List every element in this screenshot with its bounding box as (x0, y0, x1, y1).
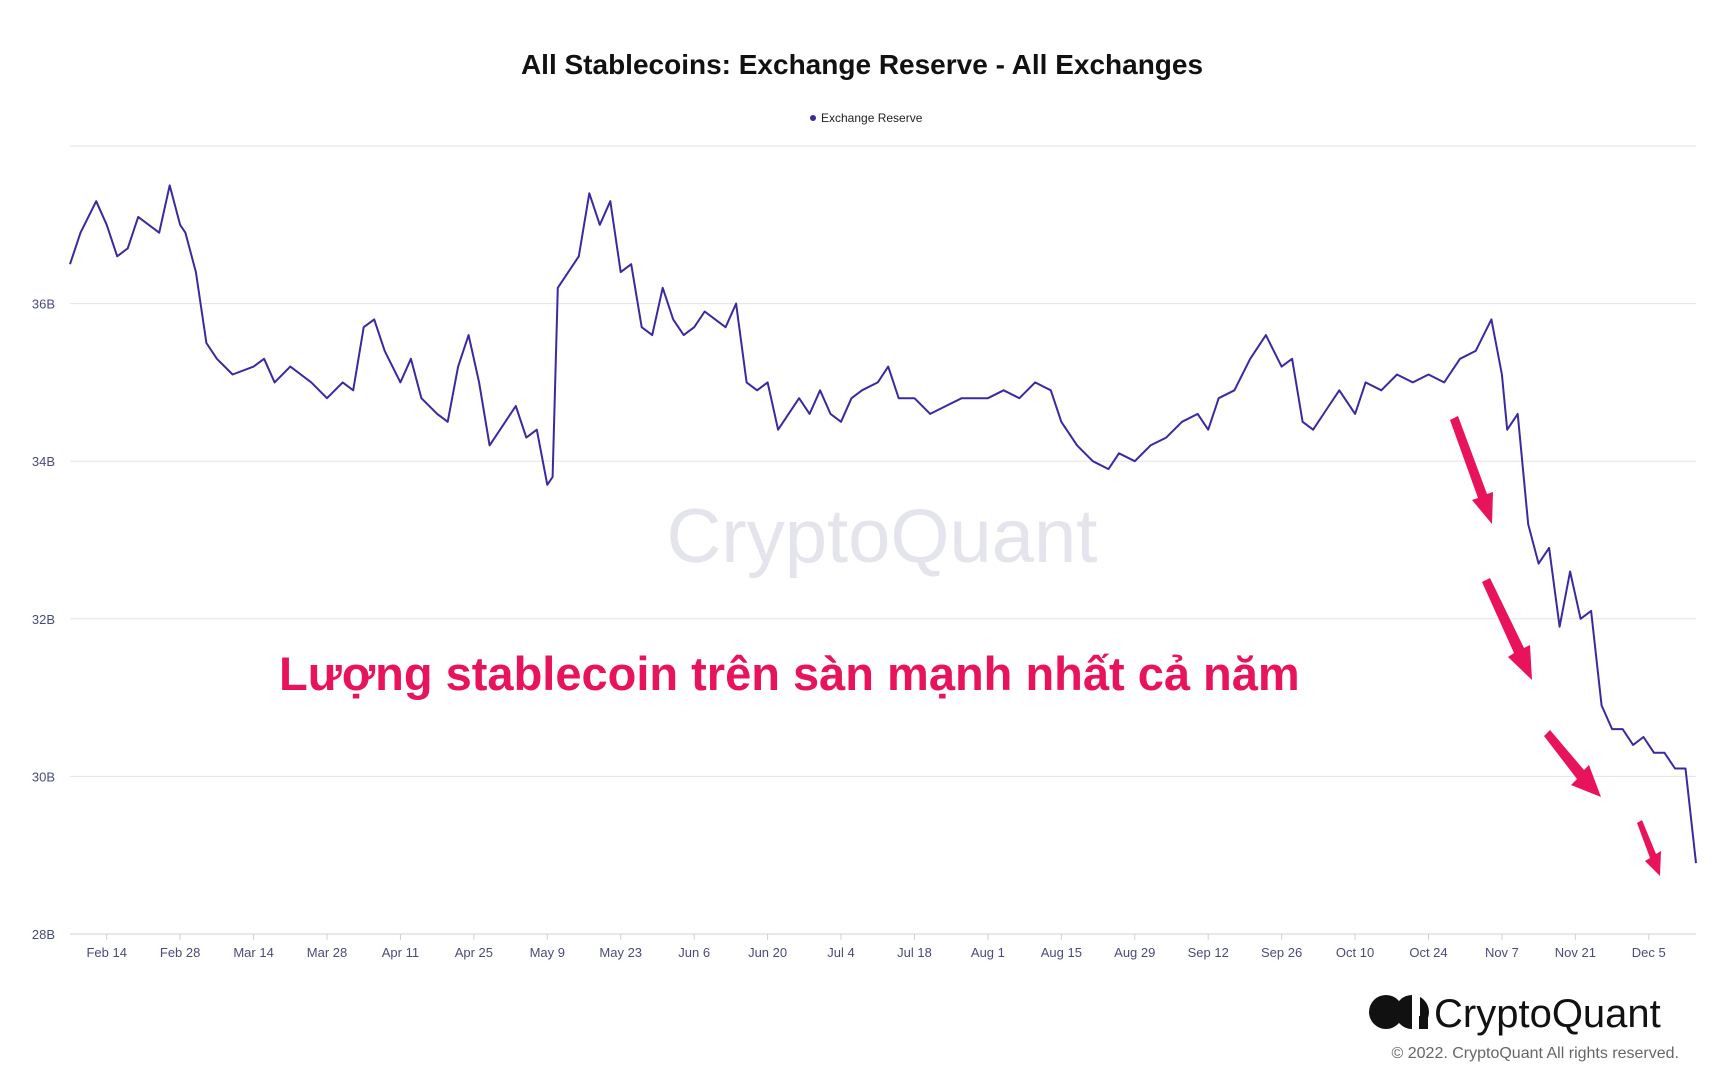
gridlines (70, 145, 1696, 935)
chart-title: All Stablecoins: Exchange Reserve - All … (521, 49, 1203, 80)
legend[interactable]: Exchange Reserve (810, 111, 923, 125)
legend-label: Exchange Reserve (821, 111, 923, 125)
series-exchange-reserve (69, 184, 1697, 864)
cryptoquant-logo-icon (1369, 995, 1429, 1029)
x-tick-label: Sep 12 (1188, 945, 1229, 960)
x-tick-label: Feb 14 (86, 945, 126, 960)
y-tick-label: 30B (32, 769, 55, 784)
annotation-headline: Lượng stablecoin trên sàn mạnh nhất cả n… (279, 647, 1300, 700)
annotation-arrows (1450, 416, 1661, 876)
x-tick-label: Nov 7 (1485, 945, 1519, 960)
x-tick-label: Aug 15 (1041, 945, 1082, 960)
x-tick-label: Aug 1 (971, 945, 1005, 960)
x-tick-label: Apr 11 (382, 945, 419, 960)
y-tick-label: 32B (32, 612, 55, 627)
y-tick-label: 36B (32, 297, 55, 312)
x-axis: Feb 14 Feb 28 Mar 14 Mar 28 Apr 11 Apr 25 May … (86, 934, 1666, 960)
x-tick-label: Mar 28 (307, 945, 347, 960)
legend-marker (810, 115, 816, 121)
x-tick-label: May 23 (599, 945, 642, 960)
x-tick-label: May 9 (530, 945, 565, 960)
series-line (69, 184, 1697, 864)
y-tick-label: 28B (32, 927, 55, 942)
x-tick-label: Jul 4 (827, 945, 854, 960)
x-tick-label: Jul 18 (897, 945, 932, 960)
y-tick-label: 34B (32, 454, 55, 469)
watermark-text: CryptoQuant (667, 494, 1098, 579)
x-tick-label: Sep 26 (1261, 945, 1302, 960)
x-tick-label: Jun 20 (748, 945, 787, 960)
annotation-arrow-3 (1544, 730, 1601, 797)
brand-logo: CryptoQuant (1369, 992, 1661, 1036)
copyright-text: © 2022. CryptoQuant All rights reserved. (1392, 1045, 1679, 1062)
annotation-arrow-1 (1450, 416, 1493, 524)
x-tick-label: Mar 14 (233, 945, 273, 960)
x-tick-label: Oct 10 (1336, 945, 1374, 960)
x-tick-label: Oct 24 (1409, 945, 1447, 960)
x-tick-label: Dec 5 (1632, 945, 1666, 960)
annotation-arrow-2 (1482, 578, 1532, 680)
x-tick-label: Feb 28 (160, 945, 200, 960)
annotation-arrow-4 (1637, 820, 1661, 876)
x-tick-label: Apr 25 (455, 945, 493, 960)
y-axis: 28B 30B 32B 34B 36B (32, 297, 55, 942)
x-tick-label: Aug 29 (1114, 945, 1155, 960)
x-tick-label: Jun 6 (678, 945, 710, 960)
x-tick-label: Nov 21 (1555, 945, 1596, 960)
brand-name: CryptoQuant (1434, 992, 1661, 1036)
